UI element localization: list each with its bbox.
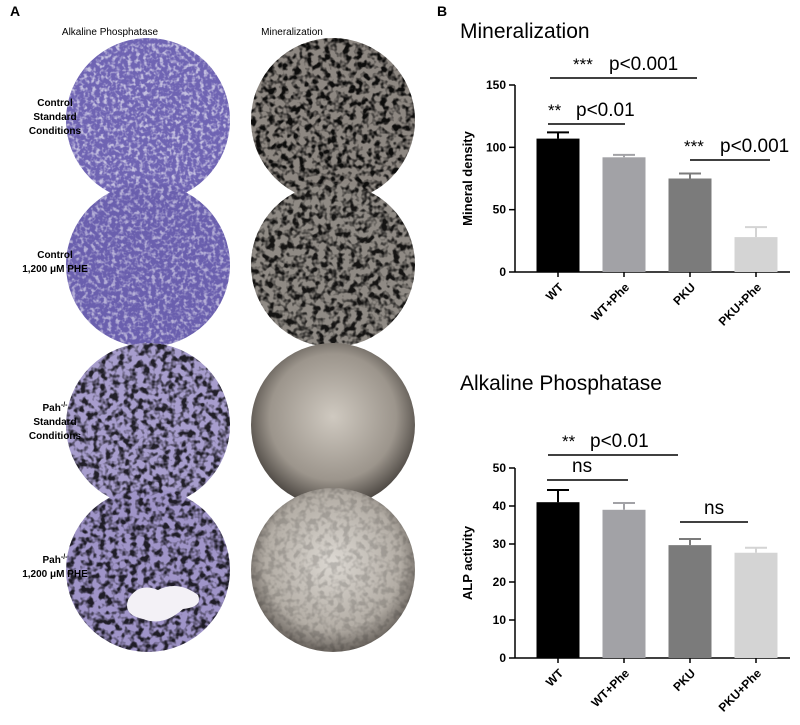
- significance-label: p<0.01: [590, 431, 649, 452]
- significance-stars: ***: [573, 55, 593, 74]
- x-tick-label: WT: [543, 666, 567, 690]
- significance-stars: ***: [684, 137, 704, 156]
- bar: [536, 138, 580, 272]
- error-bar: [745, 226, 767, 238]
- error-bar: [613, 153, 635, 158]
- bar: [668, 178, 712, 272]
- well-texture: [251, 183, 415, 347]
- significance-label: ns: [572, 456, 592, 477]
- y-tick-label: 30: [493, 537, 507, 551]
- row-label-sup: -/-: [61, 402, 68, 409]
- y-tick-label: 50: [493, 203, 507, 217]
- row-label-name: Pah: [43, 555, 61, 566]
- well-texture: [66, 183, 230, 347]
- row-label: Conditions: [29, 126, 82, 137]
- significance-stars: **: [562, 432, 576, 451]
- x-tick-label: WT: [543, 280, 567, 304]
- column-heading: Alkaline Phosphatase: [62, 27, 159, 38]
- panel-label: B: [437, 3, 447, 19]
- cleared-area: [127, 586, 199, 622]
- y-tick-label: 50: [493, 461, 507, 475]
- error-bar: [679, 172, 701, 179]
- row-labels: Control Standard Conditions Control 1,200 μM…: [22, 98, 88, 580]
- y-tick-label: 100: [486, 140, 506, 154]
- error-bar: [547, 489, 569, 503]
- bar: [734, 552, 778, 658]
- bar: [734, 237, 778, 272]
- row-label: Pah-/-: [43, 402, 69, 414]
- x-tick-label: PKU+Phe: [716, 280, 765, 329]
- error-bar: [745, 546, 767, 553]
- y-axis-label: Mineral density: [460, 130, 475, 225]
- x-tick-label: PKU+Phe: [716, 666, 765, 715]
- well-texture: [66, 343, 230, 507]
- panel-label: A: [10, 3, 20, 19]
- significance-label: ns: [704, 498, 724, 519]
- y-axis-label: ALP activity: [460, 525, 475, 600]
- bar: [668, 545, 712, 658]
- well-texture: [251, 488, 415, 652]
- significance-label: p<0.001: [609, 54, 678, 75]
- column-heading: Mineralization: [261, 27, 323, 38]
- error-bar: [613, 501, 635, 510]
- row-label: Standard: [33, 112, 76, 123]
- error-bar: [679, 538, 701, 546]
- x-tick-label: WT+Phe: [589, 280, 633, 324]
- well: [251, 343, 415, 507]
- well-texture: [251, 38, 415, 202]
- x-tick-label: PKU: [670, 666, 698, 694]
- row-label: 1,200 μM PHE: [22, 569, 88, 580]
- y-tick-label: 40: [493, 499, 507, 513]
- chart-title: Alkaline Phosphatase: [460, 372, 662, 395]
- significance-label: p<0.01: [576, 100, 635, 121]
- bar: [602, 157, 646, 272]
- error-bar: [547, 131, 569, 139]
- row-label-sup: -/-: [61, 554, 68, 561]
- chart-title: Mineralization: [460, 20, 590, 43]
- significance-stars: **: [548, 101, 562, 120]
- row-label: Control: [37, 250, 73, 261]
- row-label: Control: [37, 98, 73, 109]
- row-label: 1,200 μM PHE: [22, 264, 88, 275]
- y-tick-label: 0: [499, 651, 506, 665]
- row-label: Standard: [33, 417, 76, 428]
- y-tick-label: 20: [493, 575, 507, 589]
- significance-label: p<0.001: [720, 136, 789, 157]
- y-tick-label: 150: [486, 78, 506, 92]
- row-label-name: Pah: [43, 403, 61, 414]
- well-images: [66, 38, 415, 652]
- bar: [602, 509, 646, 658]
- x-tick-label: PKU: [670, 280, 698, 308]
- x-tick-label: WT+Phe: [589, 666, 633, 710]
- y-tick-label: 0: [499, 265, 506, 279]
- row-label: Conditions: [29, 431, 82, 442]
- y-tick-label: 10: [493, 613, 507, 627]
- well-texture: [66, 488, 230, 652]
- row-label: Pah-/-: [43, 554, 69, 566]
- bar: [536, 502, 580, 658]
- well-texture: [66, 38, 230, 202]
